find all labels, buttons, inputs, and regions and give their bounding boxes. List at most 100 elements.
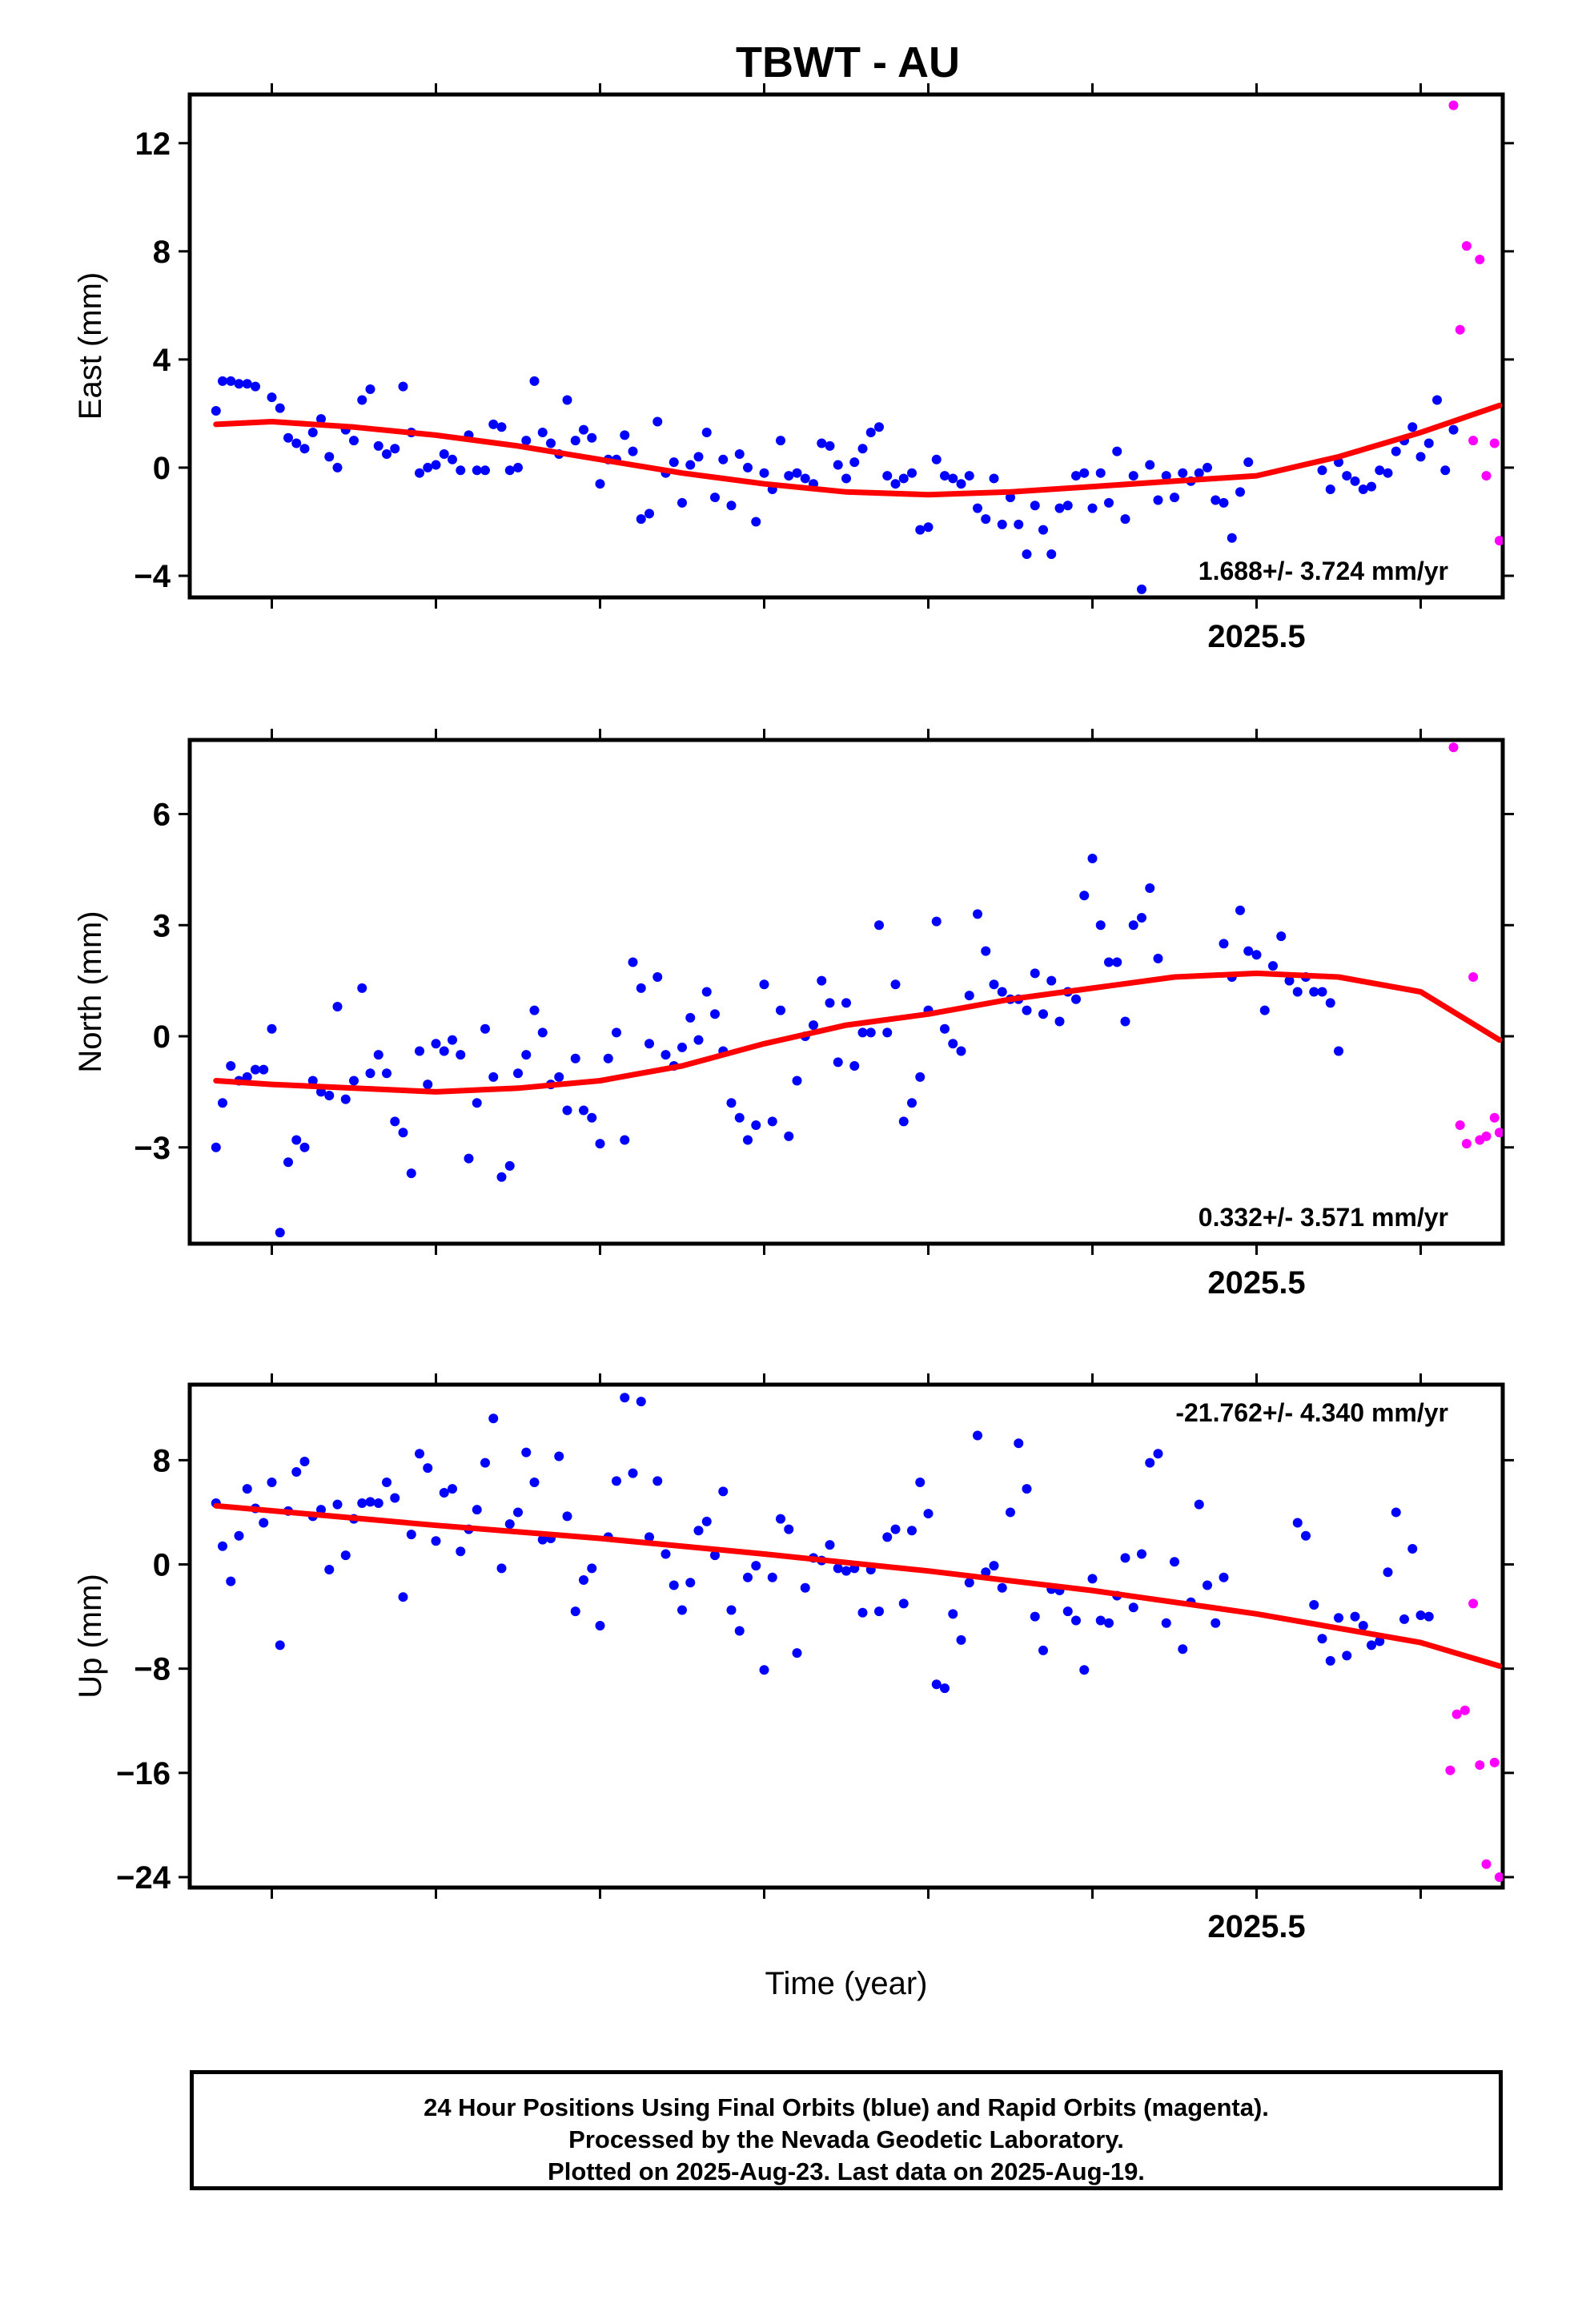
north-rapid-orbit-point xyxy=(1448,742,1459,753)
east-final-orbit-point xyxy=(1128,471,1138,481)
up-final-orbit-point xyxy=(242,1484,252,1494)
east-final-orbit-point xyxy=(857,444,868,454)
east-final-orbit-point xyxy=(1350,476,1360,486)
east-rapid-orbit-point xyxy=(1489,438,1500,448)
up-final-orbit-point xyxy=(595,1620,605,1630)
up-final-orbit-point xyxy=(907,1526,917,1536)
north-xtick-label: 2025.5 xyxy=(1207,1265,1305,1301)
north-final-orbit-point xyxy=(809,1020,818,1031)
up-final-orbit-point xyxy=(1423,1611,1434,1622)
up-final-orbit-point xyxy=(423,1463,433,1474)
up-final-orbit-point xyxy=(1022,1484,1032,1494)
up-final-orbit-point xyxy=(529,1478,540,1488)
up-final-orbit-point xyxy=(554,1451,564,1462)
east-rapid-orbit-point xyxy=(1481,471,1492,481)
up-final-orbit-point xyxy=(291,1467,302,1478)
up-final-orbit-point xyxy=(1292,1518,1303,1528)
up-final-orbit-point xyxy=(579,1575,588,1586)
north-final-orbit-point xyxy=(291,1135,302,1145)
east-ytick-label: 4 xyxy=(153,343,171,378)
east-final-orbit-point xyxy=(349,436,359,446)
up-final-orbit-point xyxy=(767,1572,777,1582)
up-final-orbit-point xyxy=(390,1493,400,1503)
north-final-orbit-point xyxy=(1022,1005,1032,1015)
east-final-orbit-point xyxy=(390,444,400,454)
up-trend-line xyxy=(213,1502,1503,1669)
up-final-orbit-point xyxy=(1194,1499,1204,1510)
up-rapid-orbit-point xyxy=(1481,1859,1492,1869)
up-final-orbit-point xyxy=(1071,1615,1081,1626)
east-trend-line xyxy=(213,402,1503,498)
east-final-orbit-point xyxy=(1211,495,1221,505)
east-final-orbit-point xyxy=(1383,468,1393,478)
up-final-orbit-point xyxy=(1079,1665,1090,1675)
north-ytick-label: 3 xyxy=(153,908,171,943)
east-final-orbit-point xyxy=(677,497,687,508)
east-final-orbit-point xyxy=(1391,446,1401,456)
up-final-orbit-point xyxy=(833,1563,843,1574)
north-final-orbit-point xyxy=(849,1061,860,1071)
up-final-orbit-point xyxy=(1145,1458,1155,1468)
up-final-orbit-point xyxy=(948,1609,958,1619)
north-rapid-orbit-point xyxy=(1455,1120,1465,1130)
up-final-orbit-point xyxy=(365,1497,375,1507)
east-final-orbit-point xyxy=(849,457,860,468)
north-final-orbit-point xyxy=(767,1116,777,1127)
north-final-orbit-point xyxy=(825,998,835,1008)
up-final-orbit-point xyxy=(989,1561,999,1571)
north-final-orbit-point xyxy=(710,1009,720,1019)
up-final-orbit-point xyxy=(701,1516,712,1526)
up-final-orbit-point xyxy=(677,1605,687,1615)
east-final-orbit-point xyxy=(1440,465,1451,476)
east-final-orbit-point xyxy=(234,379,244,389)
east-final-orbit-point xyxy=(529,376,540,386)
north-final-orbit-point xyxy=(964,991,974,1001)
north-final-orbit-point xyxy=(940,1023,950,1034)
up-final-orbit-point xyxy=(956,1634,966,1645)
up-final-orbit-point xyxy=(570,1606,580,1617)
north-final-orbit-point xyxy=(562,1105,572,1116)
north-final-orbit-point xyxy=(1120,1016,1130,1027)
north-final-orbit-point xyxy=(1268,961,1278,971)
east-plot-frame xyxy=(187,92,1505,600)
up-final-orbit-point xyxy=(890,1524,901,1534)
up-ytick-label: −16 xyxy=(116,1756,171,1791)
north-final-orbit-point xyxy=(1095,920,1106,931)
east-final-orbit-point xyxy=(1367,481,1376,492)
north-trend-line xyxy=(213,970,1503,1095)
north-data-layer xyxy=(211,742,1503,1238)
north-final-orbit-point xyxy=(1038,1009,1048,1019)
east-final-orbit-point xyxy=(1022,549,1032,559)
north-ytick-label: −3 xyxy=(134,1131,171,1166)
up-final-orbit-point xyxy=(1375,1636,1385,1647)
east-xtick-label: 2025.5 xyxy=(1207,619,1305,654)
east-final-orbit-point xyxy=(1038,525,1048,535)
east-final-orbit-point xyxy=(940,471,950,481)
up-final-orbit-point xyxy=(456,1546,466,1557)
up-final-orbit-point xyxy=(1367,1640,1376,1651)
east-final-orbit-point xyxy=(743,462,753,472)
up-final-orbit-point xyxy=(1383,1567,1393,1578)
east-rapid-orbit-point xyxy=(1448,100,1459,111)
north-final-orbit-point xyxy=(685,1012,696,1023)
east-final-orbit-point xyxy=(907,468,917,478)
east-final-orbit-point xyxy=(1095,468,1106,478)
north-final-orbit-point xyxy=(1259,1005,1270,1015)
up-final-orbit-point xyxy=(652,1476,663,1486)
east-final-orbit-point xyxy=(923,522,934,533)
east-final-orbit-point xyxy=(931,454,942,464)
north-final-orbit-point xyxy=(1309,987,1319,997)
up-final-orbit-point xyxy=(1104,1618,1114,1628)
east-final-orbit-point xyxy=(1317,465,1327,476)
up-final-orbit-point xyxy=(612,1476,621,1486)
east-final-orbit-point xyxy=(1194,468,1204,478)
up-final-orbit-point xyxy=(415,1449,424,1459)
up-final-orbit-point xyxy=(1087,1574,1098,1584)
north-ytick-label: 0 xyxy=(153,1019,171,1055)
east-final-orbit-point xyxy=(898,473,909,484)
east-final-orbit-point xyxy=(874,422,884,432)
north-final-orbit-point xyxy=(817,975,827,986)
up-final-orbit-point xyxy=(259,1518,269,1528)
north-final-orbit-point xyxy=(734,1112,745,1123)
north-final-orbit-point xyxy=(332,1002,343,1011)
